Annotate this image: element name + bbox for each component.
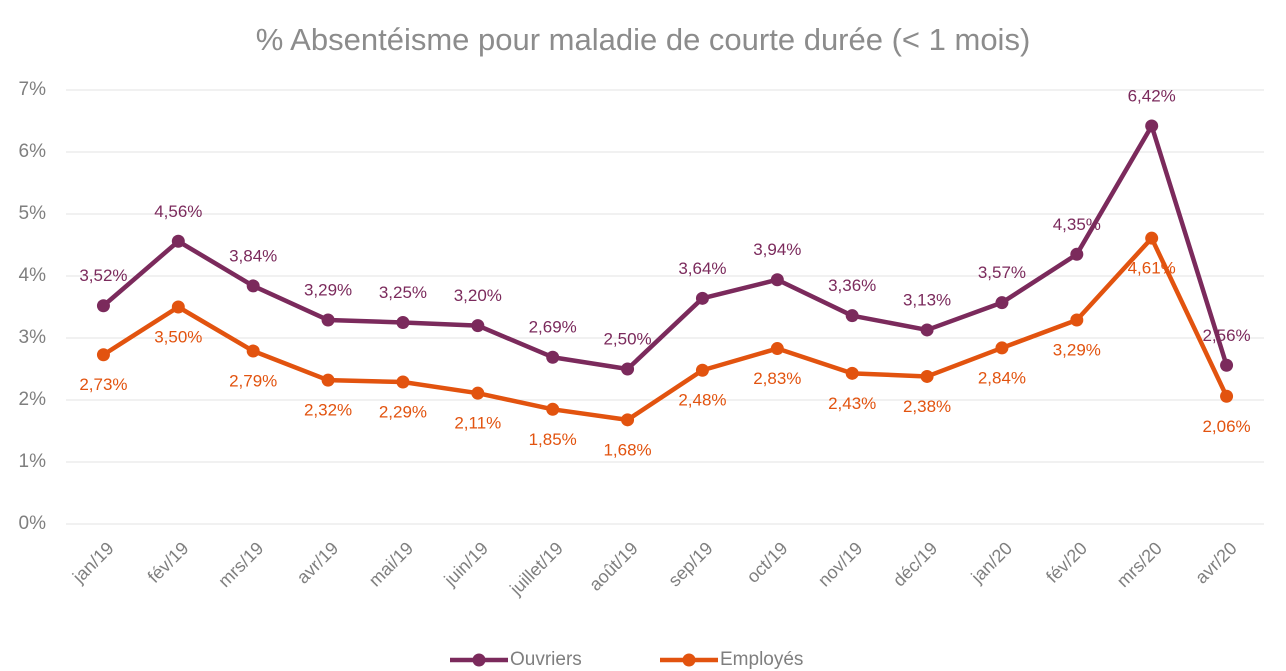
x-tick-label: mrs/19: [214, 538, 267, 591]
point: [845, 366, 859, 380]
data-label: 2,29%: [379, 403, 427, 422]
data-label: 4,61%: [1128, 259, 1176, 278]
x-tick-label: fév/19: [144, 538, 193, 587]
point: [995, 296, 1009, 310]
data-label: 2,56%: [1202, 326, 1250, 345]
y-tick-label: 5%: [19, 203, 47, 224]
point: [471, 386, 485, 400]
x-tick-label: mai/19: [365, 538, 417, 590]
legend-label: Ouvriers: [510, 649, 582, 670]
x-tick-label: juillet/19: [505, 538, 567, 600]
y-tick-label: 2%: [19, 389, 47, 410]
point: [770, 342, 784, 356]
data-label: 2,32%: [304, 401, 352, 420]
point: [1220, 389, 1234, 403]
data-label: 2,11%: [454, 414, 501, 433]
point: [321, 313, 335, 327]
data-label: 4,56%: [154, 202, 202, 221]
point: [1070, 247, 1084, 261]
data-label: 6,42%: [1128, 86, 1176, 105]
data-label: 3,94%: [753, 240, 801, 259]
point: [770, 273, 784, 287]
point: [695, 363, 709, 377]
data-label: 2,43%: [828, 394, 876, 413]
y-tick-label: 6%: [19, 141, 47, 162]
data-label: 2,73%: [79, 375, 127, 394]
data-label: 3,57%: [978, 263, 1026, 282]
data-label: 2,48%: [678, 391, 726, 410]
x-tick-label: sep/19: [664, 538, 716, 590]
x-tick-label: avr/19: [293, 538, 343, 588]
point: [621, 413, 635, 427]
data-label: 3,52%: [79, 266, 127, 285]
data-label: 3,84%: [229, 246, 277, 265]
point: [96, 348, 110, 362]
data-label: 2,38%: [903, 397, 951, 416]
data-label: 3,64%: [678, 259, 726, 278]
series-line: [101, 123, 1229, 372]
data-label: 3,13%: [903, 290, 951, 309]
y-tick-label: 3%: [19, 327, 47, 348]
point: [471, 319, 485, 333]
data-label: 3,29%: [304, 281, 352, 300]
point: [396, 316, 410, 329]
legend-marker: [682, 653, 696, 667]
point: [321, 373, 335, 387]
data-label: 2,84%: [978, 368, 1026, 387]
x-tick-label: juin/19: [440, 538, 492, 590]
x-tick-label: mrs/20: [1113, 538, 1166, 591]
y-tick-label: 0%: [19, 513, 47, 534]
point: [1070, 313, 1084, 327]
data-label: 1,68%: [603, 440, 651, 459]
legend-label: Employés: [720, 649, 803, 670]
data-label: 2,50%: [603, 329, 651, 348]
point: [246, 344, 260, 358]
data-label: 3,20%: [454, 286, 502, 305]
data-label: 2,06%: [1202, 417, 1250, 436]
x-tick-label: déc/19: [889, 538, 941, 590]
data-label: 3,50%: [154, 327, 202, 346]
y-tick-label: 4%: [19, 265, 47, 286]
x-tick-label: août/19: [585, 538, 642, 595]
data-label: 3,29%: [1053, 341, 1101, 360]
y-tick-label: 7%: [19, 79, 47, 100]
point: [396, 375, 410, 389]
data-label: 3,36%: [828, 276, 876, 295]
point: [920, 323, 934, 337]
point: [1145, 119, 1159, 133]
series-line: [102, 235, 1229, 423]
legend-marker: [472, 653, 486, 667]
point: [845, 309, 859, 323]
point: [546, 350, 560, 364]
point: [96, 299, 110, 313]
data-label: 2,69%: [529, 318, 577, 337]
point: [1220, 358, 1234, 372]
point: [171, 300, 185, 314]
x-tick-label: nov/19: [814, 538, 866, 590]
point: [246, 279, 260, 293]
point: [995, 341, 1009, 355]
x-tick-label: jan/20: [967, 538, 1017, 588]
point: [621, 362, 635, 376]
data-label: 1,85%: [529, 430, 577, 449]
y-tick-label: 1%: [19, 451, 47, 472]
data-label: 2,79%: [229, 372, 277, 391]
x-tick-label: oct/19: [743, 538, 792, 587]
x-tick-label: jan/19: [68, 538, 118, 588]
data-label: 4,35%: [1053, 215, 1101, 234]
chart-title: % Absentéisme pour maladie de courte dur…: [256, 22, 1031, 57]
x-tick-label: avr/20: [1191, 538, 1241, 588]
point: [171, 234, 185, 248]
data-label: 2,83%: [753, 369, 801, 388]
point: [695, 291, 709, 305]
x-tick-label: fév/20: [1042, 538, 1091, 587]
point: [920, 369, 934, 383]
data-label: 3,25%: [379, 283, 427, 302]
point: [546, 402, 560, 416]
point: [1145, 231, 1159, 245]
